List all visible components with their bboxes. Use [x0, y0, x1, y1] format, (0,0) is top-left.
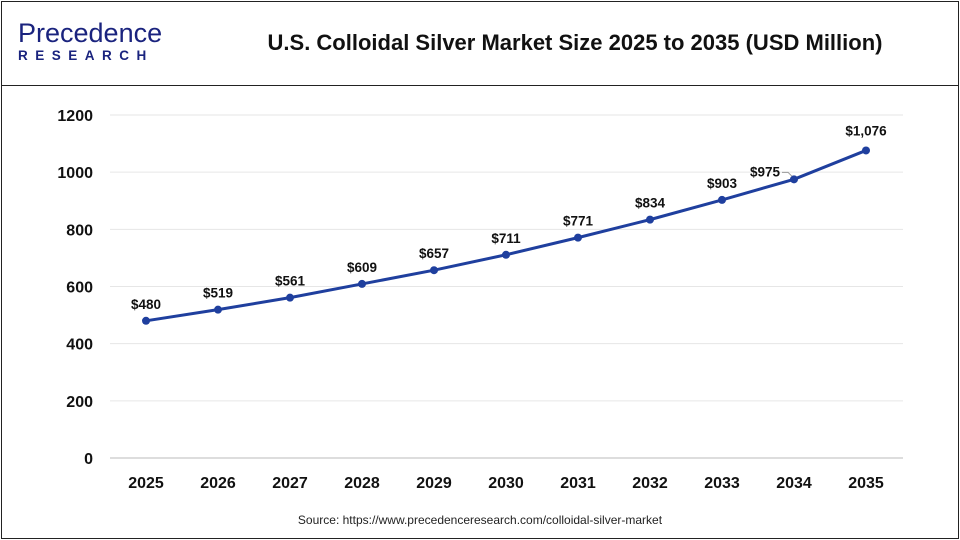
data-point — [790, 175, 798, 184]
data-label: $903 — [707, 176, 738, 191]
data-point — [718, 195, 726, 204]
x-tick-label: 2035 — [848, 475, 884, 492]
x-tick-label: 2028 — [344, 475, 380, 492]
y-tick-label: 200 — [66, 394, 93, 411]
data-label: $834 — [635, 196, 666, 211]
data-point — [574, 233, 582, 242]
y-tick-label: 400 — [66, 337, 93, 354]
data-point — [502, 250, 510, 259]
data-label: $609 — [347, 260, 377, 275]
chart-title: U.S. Colloidal Silver Market Size 2025 t… — [267, 30, 883, 55]
data-point — [862, 146, 870, 155]
data-point — [286, 293, 294, 302]
x-tick-label: 2030 — [488, 475, 524, 492]
x-tick-label: 2034 — [776, 475, 812, 492]
header-divider — [1, 85, 959, 86]
x-tick-label: 2026 — [200, 475, 236, 492]
y-tick-label: 1000 — [57, 165, 93, 182]
x-tick-label: 2029 — [416, 475, 452, 492]
data-label: $711 — [491, 231, 521, 246]
data-label: $1,076 — [845, 123, 887, 138]
logo: Precedence RESEARCH — [18, 18, 163, 64]
data-label: $657 — [419, 246, 449, 261]
data-point — [142, 316, 150, 325]
x-tick-label: 2032 — [632, 475, 668, 492]
data-label: $480 — [131, 297, 161, 312]
data-label: $771 — [563, 214, 594, 229]
x-tick-label: 2033 — [704, 475, 740, 492]
data-point — [214, 305, 222, 314]
logo-line2: RESEARCH — [18, 48, 154, 63]
logo-line1: Precedence — [18, 18, 163, 48]
source-text: Source: https://www.precedenceresearch.c… — [297, 513, 663, 527]
y-tick-label: 800 — [66, 222, 93, 239]
leader-line — [782, 171, 793, 177]
y-tick-label: 600 — [66, 280, 93, 297]
data-label: $561 — [275, 274, 306, 289]
data-point — [358, 279, 366, 288]
data-label: $519 — [203, 286, 233, 301]
data-label: $975 — [750, 164, 781, 179]
y-tick-label: 0 — [84, 451, 93, 468]
x-tick-label: 2031 — [560, 475, 596, 492]
y-tick-label: 1200 — [57, 108, 93, 125]
x-tick-label: 2027 — [272, 475, 308, 492]
data-point — [430, 266, 438, 275]
x-tick-label: 2025 — [128, 475, 164, 492]
data-point — [646, 215, 654, 224]
